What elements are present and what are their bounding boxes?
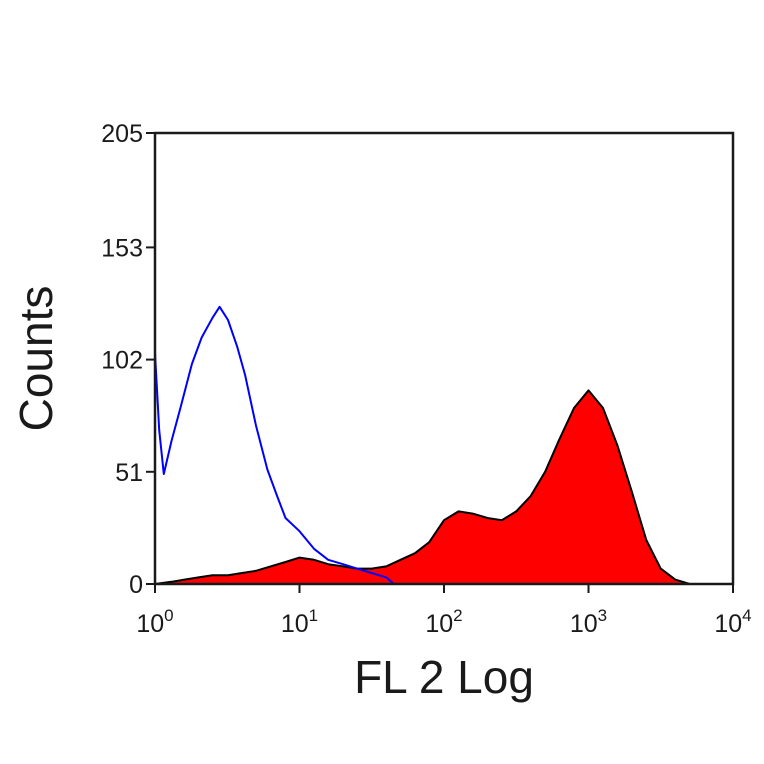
y-tick-label: 51	[115, 459, 143, 487]
x-tick-label: 101	[281, 606, 318, 638]
y-tick-label: 0	[129, 571, 143, 599]
x-tick-base: 10	[425, 610, 453, 638]
x-tick-exponent: 4	[742, 606, 751, 625]
x-tick-label: 100	[136, 606, 173, 638]
x-tick-label: 102	[425, 606, 462, 638]
series-0-fill	[155, 390, 733, 584]
x-tick-base: 10	[136, 610, 164, 638]
series-0-line	[154, 389, 733, 585]
plot-frame	[153, 131, 735, 586]
y-tick-label: 153	[101, 234, 143, 262]
y-tick-label: 102	[101, 347, 143, 375]
plot-area	[154, 305, 733, 585]
x-axis-label: FL 2 Log	[354, 651, 534, 703]
x-tick-exponent: 0	[164, 606, 173, 625]
x-tick-base: 10	[570, 610, 598, 638]
x-tick-base: 10	[281, 610, 309, 638]
x-tick-label: 103	[570, 606, 607, 638]
series-1-line	[154, 305, 395, 585]
x-tick-base: 10	[714, 610, 742, 638]
x-tick-exponent: 3	[598, 606, 607, 625]
x-tick-exponent: 2	[453, 606, 462, 625]
x-tick-label: 104	[714, 606, 751, 638]
y-axis-label: Counts	[10, 286, 62, 432]
x-tick-exponent: 1	[309, 606, 318, 625]
y-tick-label: 205	[101, 120, 143, 148]
